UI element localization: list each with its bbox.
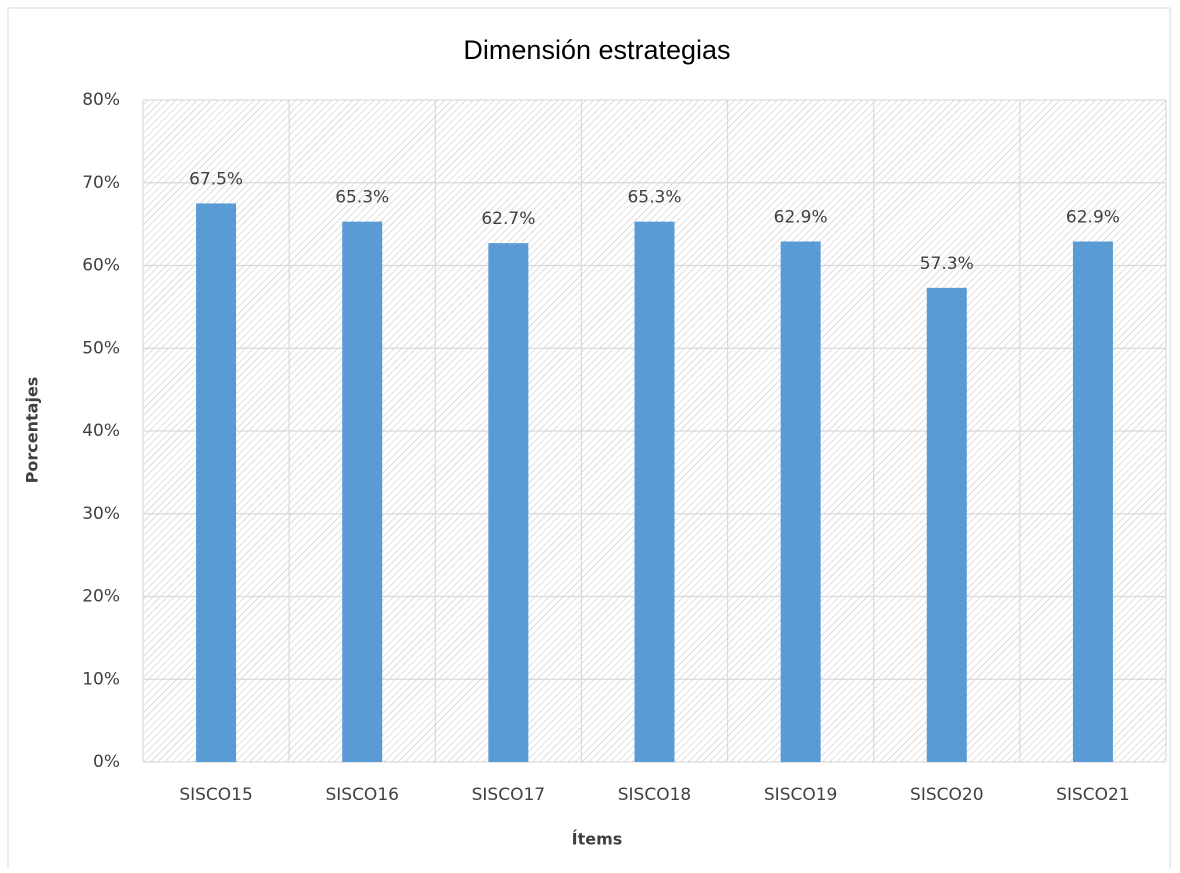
bar (926, 287, 967, 762)
bar (196, 203, 237, 762)
bar (634, 221, 675, 762)
y-tick-label: 40% (82, 421, 120, 441)
data-label: 65.3% (335, 188, 389, 208)
chart-title: Dimensión estrategias (463, 35, 730, 65)
x-tick-label: SISCO20 (910, 785, 983, 805)
x-tick-label: SISCO16 (325, 785, 398, 805)
x-tick-label: SISCO15 (179, 785, 252, 805)
x-tick-label: SISCO19 (764, 785, 837, 805)
y-tick-label: 60% (82, 256, 120, 276)
data-label: 62.7% (481, 209, 535, 229)
x-axis-label: Ítems (572, 830, 623, 849)
y-tick-label: 30% (82, 504, 120, 524)
y-tick-label: 20% (82, 587, 120, 607)
bar (342, 221, 383, 762)
y-tick-label: 10% (82, 669, 120, 689)
data-label: 62.9% (774, 208, 828, 228)
y-tick-label: 50% (82, 338, 120, 358)
data-label: 57.3% (920, 254, 974, 274)
bar (1072, 241, 1113, 762)
data-label: 67.5% (189, 169, 243, 189)
data-label: 65.3% (627, 188, 681, 208)
x-tick-label: SISCO21 (1056, 785, 1129, 805)
x-tick-label: SISCO18 (618, 785, 691, 805)
bar (488, 243, 529, 763)
y-tick-label: 80% (82, 90, 120, 110)
x-tick-label: SISCO17 (472, 785, 545, 805)
y-tick-label: 70% (82, 173, 120, 193)
y-tick-label: 0% (93, 752, 120, 772)
data-label: 62.9% (1066, 208, 1120, 228)
y-axis-label: Porcentajes (23, 377, 42, 484)
bar (780, 241, 821, 762)
